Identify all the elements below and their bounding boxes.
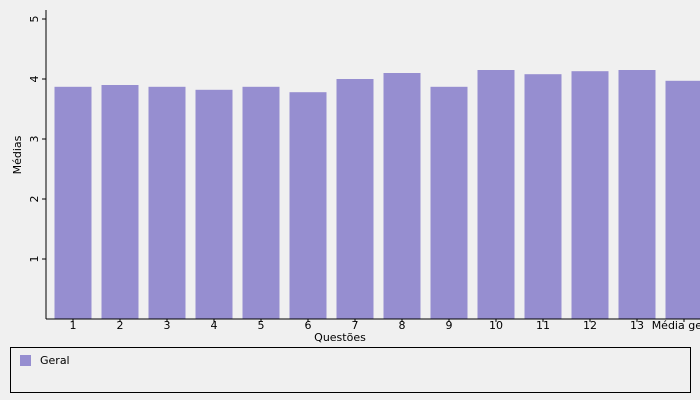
legend-swatch xyxy=(20,355,31,366)
bar xyxy=(101,85,139,319)
y-axis-title: Médias xyxy=(11,135,24,174)
bar xyxy=(383,73,421,319)
x-tick-label: 1 xyxy=(70,319,77,332)
y-tick-label: 1 xyxy=(28,256,41,263)
bar xyxy=(430,86,468,319)
y-tick-label: 2 xyxy=(28,196,41,203)
y-tick-label: 5 xyxy=(28,16,41,23)
bar xyxy=(618,70,656,319)
bar xyxy=(524,74,562,319)
x-tick-label: 2 xyxy=(117,319,124,332)
bar xyxy=(195,89,233,319)
x-tick-label: 3 xyxy=(164,319,171,332)
bar xyxy=(336,79,374,319)
bar xyxy=(148,86,186,319)
x-tick-label: 12 xyxy=(583,319,597,332)
legend-label: Geral xyxy=(40,354,70,367)
bar xyxy=(477,70,515,319)
x-tick-label: 7 xyxy=(352,319,359,332)
x-tick-label: 8 xyxy=(399,319,406,332)
x-tick-label: 13 xyxy=(630,319,644,332)
bar xyxy=(571,71,609,319)
bar xyxy=(54,86,92,319)
x-tick-label: 4 xyxy=(211,319,218,332)
bar xyxy=(242,86,280,319)
legend-box xyxy=(10,347,691,393)
x-tick-label: Média geral xyxy=(652,319,700,332)
y-tick-label: 4 xyxy=(28,76,41,83)
x-tick-label: 9 xyxy=(446,319,453,332)
bar xyxy=(289,92,327,319)
x-tick-label: 11 xyxy=(536,319,550,332)
x-tick-label: 6 xyxy=(305,319,312,332)
bar xyxy=(665,80,700,319)
x-axis-title: Questões xyxy=(314,331,366,344)
x-tick-label: 10 xyxy=(489,319,503,332)
y-tick-label: 3 xyxy=(28,136,41,143)
x-tick-label: 5 xyxy=(258,319,265,332)
